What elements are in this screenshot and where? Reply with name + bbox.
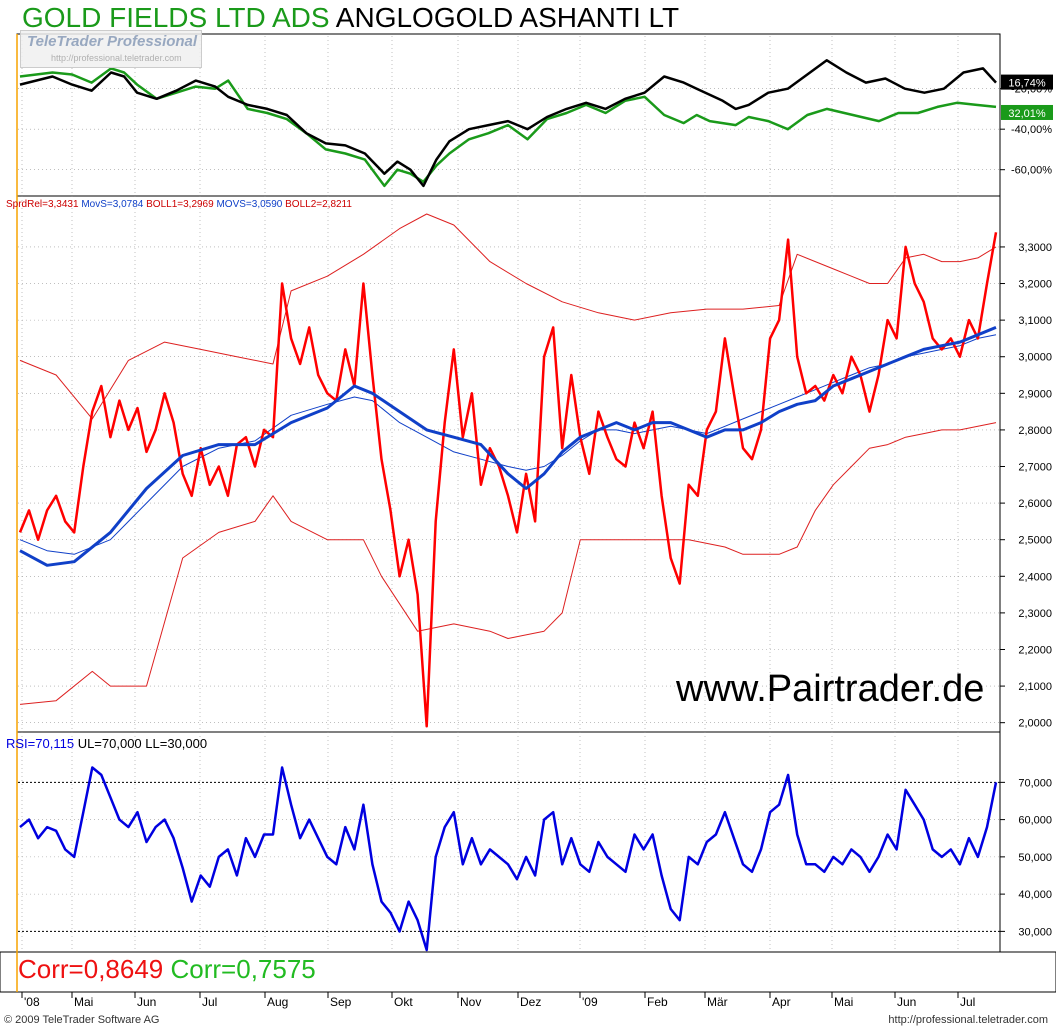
series-line-movs	[19, 334, 997, 555]
watermark: www.Pairtrader.de	[676, 668, 985, 710]
legend-ul: UL=70,000	[77, 736, 142, 751]
x-tick-label: Apr	[772, 995, 791, 1009]
y-tick-label: 2,6000	[1018, 498, 1052, 510]
y-tick-label: 2,0000	[1018, 718, 1052, 730]
legend-movs: MovS=3,0784	[81, 199, 144, 210]
legend-boll1: BOLL1=3,2969	[146, 199, 214, 210]
y-tick-label: 60,000	[1018, 815, 1052, 827]
y-tick-label: 3,0000	[1018, 352, 1052, 364]
y-tick-label: 2,2000	[1018, 644, 1052, 656]
x-tick-label: Jul	[960, 995, 975, 1009]
footer-copyright: © 2009 TeleTrader Software AG	[4, 1014, 160, 1026]
y-tick-label: 2,8000	[1018, 425, 1052, 437]
y-tick-label: 2,3000	[1018, 608, 1052, 620]
y-tick-label: -60,00%	[1011, 165, 1052, 177]
x-tick-label: Dez	[520, 995, 541, 1009]
y-tick-label: 3,1000	[1018, 315, 1052, 327]
x-tick-label: '08	[24, 995, 40, 1009]
badge-box	[1001, 104, 1053, 120]
y-tick-label: 70,000	[1018, 777, 1052, 789]
spread-legend: SprdRel=3,3431 MovS=3,0784 BOLL1=3,2969 …	[6, 199, 352, 210]
corr2: Corr=0,7575	[170, 954, 316, 984]
series-line-anglogold-ashanti-lt	[19, 59, 997, 188]
y-tick-label: 50,000	[1018, 852, 1052, 864]
series-line-boll1	[19, 213, 997, 420]
x-tick-label: Mär	[707, 995, 728, 1009]
badge-box	[1001, 74, 1053, 90]
corr-panel	[0, 951, 1056, 993]
x-tick-label: Okt	[394, 995, 413, 1009]
x-tick-label: Mai	[834, 995, 853, 1009]
badge-anglogold: 16,74%	[1008, 78, 1046, 90]
badge-gold-fields: 32,01%	[1008, 108, 1046, 120]
title-series2: ANGLOGOLD ASHANTI LT	[335, 2, 680, 33]
chart-title: GOLD FIELDS LTD ADS ANGLOGOLD ASHANTI LT	[22, 2, 679, 34]
y-tick-label: 2,5000	[1018, 535, 1052, 547]
footer-url: http://professional.teletrader.com	[888, 1014, 1048, 1026]
corr1: Corr=0,8649	[18, 954, 164, 984]
y-tick-label: -40,00%	[1011, 124, 1052, 136]
series-line-boll2	[19, 422, 997, 705]
y-tick-label: 40,000	[1018, 889, 1052, 901]
y-tick-label: 2,4000	[1018, 571, 1052, 583]
y-tick-label: 2,7000	[1018, 462, 1052, 474]
title-series1: GOLD FIELDS LTD ADS	[22, 2, 330, 33]
rsi-panel	[16, 731, 1001, 953]
series-line-rsi	[19, 766, 998, 952]
legend-ll: LL=30,000	[145, 736, 208, 751]
legend-movs2: MOVS=3,0590	[216, 199, 283, 210]
x-tick-label: Feb	[647, 995, 668, 1009]
x-tick-label: Jul	[202, 995, 217, 1009]
legend-rsi: RSI=70,115	[6, 736, 75, 751]
rsi-legend: RSI=70,115 UL=70,000 LL=30,000	[6, 736, 207, 751]
y-tick-label: 3,3000	[1018, 242, 1052, 254]
correlation-readout: Corr=0,8649 Corr=0,7575	[18, 954, 316, 985]
series-line-movs	[19, 326, 997, 567]
x-tick-label: Nov	[460, 995, 481, 1009]
x-tick-label: '09	[582, 995, 598, 1009]
x-tick-label: Sep	[330, 995, 352, 1009]
legend-sprdrel: SprdRel=3,3431	[6, 199, 79, 210]
series-line-gold-fields-ltd-ads	[19, 67, 997, 188]
legend-boll2: BOLL2=2,8211	[285, 199, 352, 210]
x-tick-label: Jun	[897, 995, 916, 1009]
y-tick-label: 30,000	[1018, 926, 1052, 938]
logo-line1: TeleTrader Professional	[27, 33, 198, 50]
series-line-sprdrel	[18, 232, 998, 728]
y-tick-label: 3,2000	[1018, 279, 1052, 291]
x-tick-label: Jun	[137, 995, 156, 1009]
logo-line2: http://professional.teletrader.com	[51, 53, 182, 63]
y-tick-label: 2,1000	[1018, 681, 1052, 693]
y-tick-label: 2,9000	[1018, 388, 1052, 400]
x-tick-label: Mai	[74, 995, 93, 1009]
teletrader-logo: TeleTrader Professional http://professio…	[20, 30, 202, 68]
x-tick-label: Aug	[267, 995, 288, 1009]
